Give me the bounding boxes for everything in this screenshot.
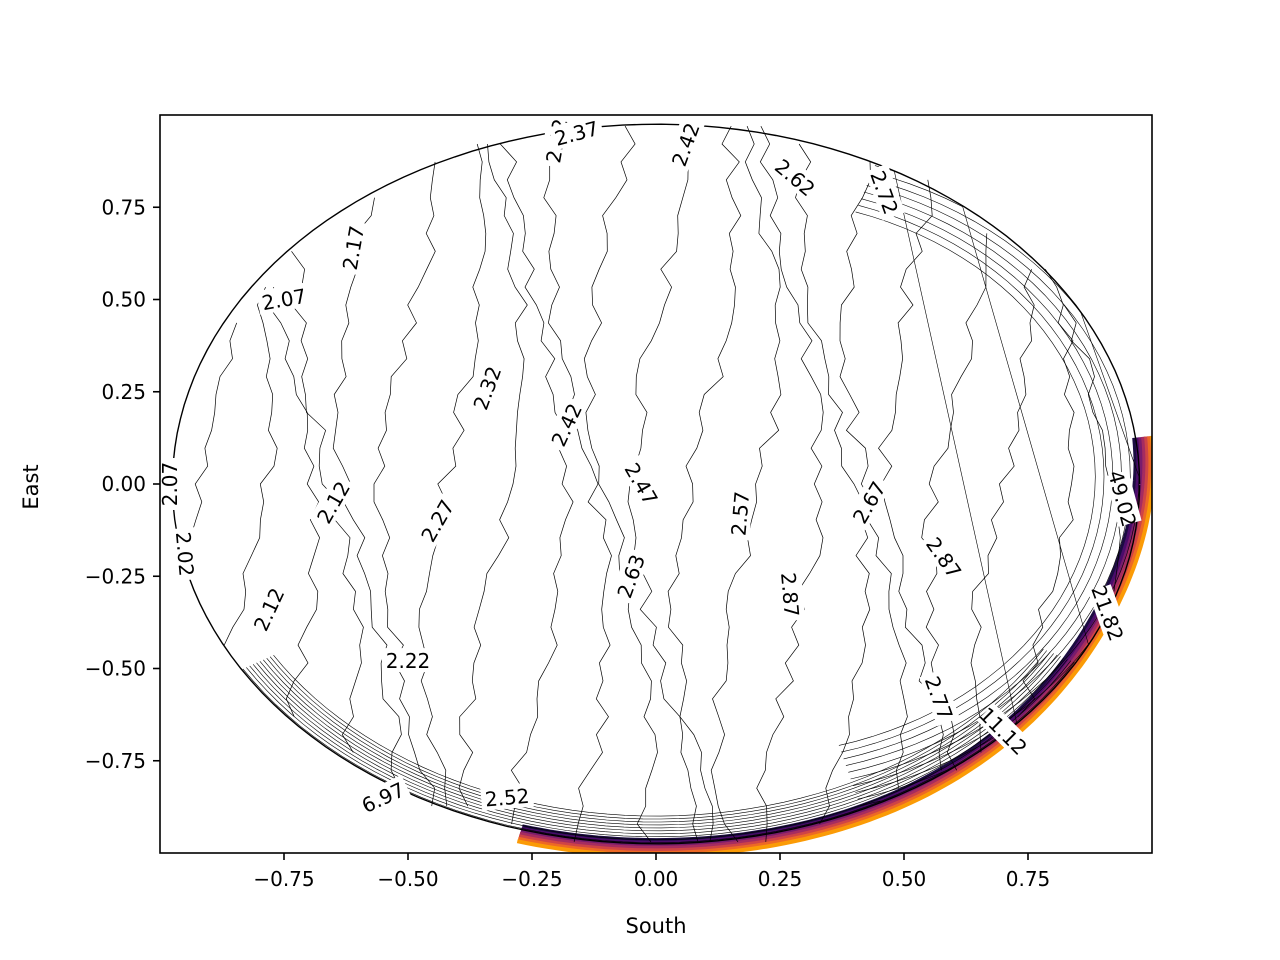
contour-line [246,660,1072,841]
contour-line [795,143,871,825]
contour-label-bg [466,359,507,417]
contour-line [841,205,1105,753]
contour-line [756,125,824,842]
contour-line [543,125,612,842]
contour-line [263,653,1054,826]
contour-line [500,143,574,825]
contour-line [859,800,881,807]
contour-line [1017,269,1075,717]
y-axis-label: East [19,464,43,509]
contour-line [266,651,1051,823]
contour-label-bg [548,115,605,151]
contour-line [852,171,1089,786]
contour-label-bg [246,580,291,638]
contour-line [256,656,1061,832]
contour-line [667,125,742,842]
x-tick-label: −0.25 [501,867,562,891]
contour-label-bg [1088,584,1129,642]
contour-label-bg [160,458,181,510]
contour-label-bg [354,774,412,819]
contour-label: 2.57 [726,490,754,536]
contour-line [223,286,278,646]
contour-label-bg [864,163,906,221]
contour-label-bg [309,473,357,531]
contour-line [855,165,1018,793]
contour-label-bg [413,491,461,549]
contour-label-bg [919,529,970,586]
x-tick-label: 0.25 [758,867,803,891]
x-tick-label: 0.50 [882,867,927,891]
contour-line [267,286,320,717]
contour-label-bg [480,782,535,811]
contour-label-bg [845,473,892,531]
contour-label: 2.87 [776,571,804,617]
x-tick-label: −0.75 [253,867,314,891]
contour-line [242,662,1075,843]
x-tick-label: −0.50 [377,867,438,891]
contour-label: 2.02 [171,531,199,577]
contour-line [857,766,955,800]
contour-label: 2.52 [484,784,530,812]
contour-label-bg [171,527,201,581]
contour-label-bg [725,486,754,541]
rim-band [516,435,1152,853]
rim-band [518,436,1150,853]
y-tick-label: 0.25 [101,380,146,404]
contour-label: 2.07 [158,462,182,507]
contour-label-bg [664,115,705,173]
y-tick-label: −0.25 [85,564,146,588]
rim-band [519,436,1147,850]
contour-label-bg [977,703,1031,758]
contour-label-bg [256,282,312,315]
contour-line [970,269,1035,753]
contour-label-bg [919,669,960,727]
contour-label-bg [382,648,434,673]
y-tick-label: −0.75 [85,749,146,773]
contour-line [583,125,658,843]
contour-line [850,178,1140,780]
contour-label-bg [618,454,666,513]
contour-line [418,143,487,807]
contour-label-bg [776,567,806,622]
y-tick-label: 0.50 [101,288,146,312]
contour-line [373,161,436,807]
contour-line [878,179,944,771]
contour-line [839,161,908,789]
x-axis-label: South [625,914,686,938]
y-tick-label: −0.50 [85,657,146,681]
contour-line [249,659,1068,838]
contour-label: 2.22 [386,649,431,673]
contour-line [259,654,1058,829]
x-tick-label: 0.75 [1006,867,1051,891]
y-tick-label: 0.00 [101,472,146,496]
contour-line [838,211,1096,746]
y-axis-ticks: 0.75 0.50 0.25 0.00 −0.25 −0.50 −0.75 [85,195,160,773]
contour-line [710,125,782,843]
contour-label-bg [543,395,588,454]
x-tick-label: 0.00 [634,867,679,891]
contour-line [273,648,1044,817]
x-axis-ticks: −0.75 −0.50 −0.25 0.00 0.25 0.50 0.75 [253,853,1050,891]
contour-label-bg [767,151,824,203]
contour-line [252,657,1065,835]
contour-line [269,650,1048,820]
contour-line [1063,304,1121,592]
y-tick-label: 0.75 [101,195,146,219]
contour-label-bg [610,547,651,605]
contour-line [458,143,528,807]
contour-label-bg [1104,470,1142,527]
contour-label-bg [336,219,369,276]
contour-line [190,322,238,556]
